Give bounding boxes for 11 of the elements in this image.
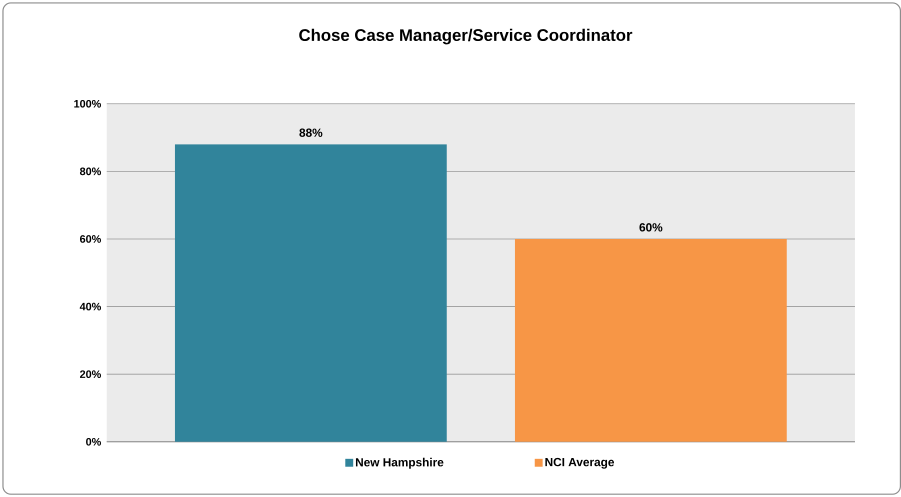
data-label: 88% xyxy=(299,128,322,137)
chart-title: Chose Case Manager/Service Coordinator xyxy=(299,28,632,44)
y-tick-label: 40% xyxy=(80,302,102,310)
legend-label: New Hampshire xyxy=(356,458,444,469)
legend-label: NCI Average xyxy=(545,458,614,469)
y-tick-label: 80% xyxy=(80,167,102,176)
y-tick-label: 20% xyxy=(80,370,102,378)
data-label: 60% xyxy=(639,223,662,232)
y-tick-label: 0% xyxy=(86,438,102,446)
y-tick-label: 100% xyxy=(74,100,101,108)
y-tick-label: 60% xyxy=(80,235,102,243)
